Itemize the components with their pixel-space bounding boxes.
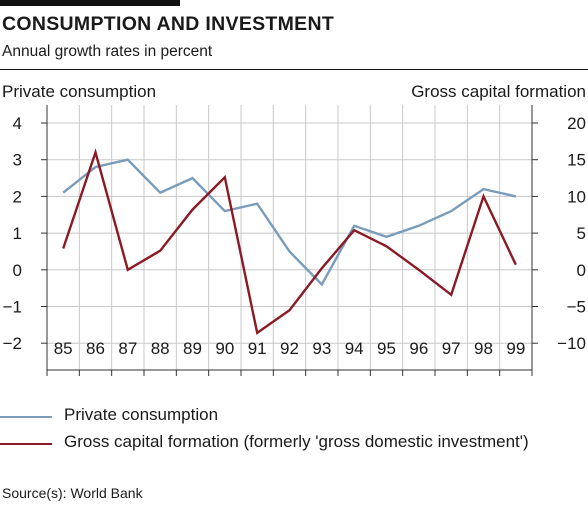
right-tick-label: 5 xyxy=(577,224,586,243)
chart-subtitle: Annual growth rates in percent xyxy=(2,43,213,60)
left-axis-label: Private consumption xyxy=(2,82,157,101)
legend-swatch-private-consumption xyxy=(0,416,52,418)
header-accent-bar xyxy=(0,0,180,6)
x-tick-label: 97 xyxy=(442,339,461,358)
x-tick-label: 86 xyxy=(86,339,105,358)
x-tick-label: 99 xyxy=(506,339,525,358)
right-tick-label: 10 xyxy=(567,187,586,206)
source-note: Source(s): World Bank xyxy=(2,485,143,501)
x-tick-label: 89 xyxy=(183,339,202,358)
x-tick-label: 88 xyxy=(151,339,170,358)
grid-lines xyxy=(47,105,532,370)
chart-title: CONSUMPTION AND INVESTMENT xyxy=(2,13,335,35)
right-tick-labels: 20 15 10 5 0 −5 −10 xyxy=(557,114,586,353)
x-tick-label: 90 xyxy=(215,339,234,358)
x-tick-label: 92 xyxy=(280,339,299,358)
left-tick-labels: 4 3 2 1 0 −1 −2 xyxy=(3,114,22,353)
x-tick-label: 93 xyxy=(312,339,331,358)
series-line-private-consumption xyxy=(62,158,517,287)
right-axis-label: Gross capital formation xyxy=(411,82,586,101)
legend-label-private-consumption: Private consumption xyxy=(64,405,219,424)
x-tick-label: 85 xyxy=(54,339,73,358)
left-tick-label: −2 xyxy=(3,334,22,353)
right-tick-label: −10 xyxy=(557,334,586,353)
legend-item-gross-capital-formation: Gross capital formation (formerly 'gross… xyxy=(0,432,534,452)
x-tick-labels: 85 86 87 88 89 90 91 92 93 94 95 96 97 98 99 xyxy=(54,339,526,358)
right-tick-label: −5 xyxy=(567,298,586,317)
right-tick-label: 15 xyxy=(567,151,586,170)
legend-swatch-gross-capital-formation xyxy=(0,443,52,445)
x-tick-label: 96 xyxy=(409,339,428,358)
left-tick-label: 0 xyxy=(13,261,22,280)
legend-label-gross-capital-formation: Gross capital formation (formerly 'gross… xyxy=(64,432,529,451)
left-tick-label: 1 xyxy=(13,224,22,243)
right-tick-label: 20 xyxy=(567,114,586,133)
right-tick-label: 0 xyxy=(577,261,586,280)
left-tick-label: 4 xyxy=(13,114,22,133)
x-tick-label: 87 xyxy=(118,339,137,358)
left-tick-label: 3 xyxy=(13,151,22,170)
x-tick-label: 94 xyxy=(345,339,364,358)
x-tick-label: 98 xyxy=(474,339,493,358)
series-lines xyxy=(62,148,517,335)
left-tick-label: 2 xyxy=(13,187,22,206)
x-tick-label: 91 xyxy=(248,339,267,358)
left-tick-label: −1 xyxy=(3,298,22,317)
header-divider xyxy=(0,69,588,70)
series-line-gross-capital-formation xyxy=(62,148,517,335)
axes xyxy=(41,105,538,376)
legend-item-private-consumption: Private consumption xyxy=(0,405,534,425)
x-tick-label: 95 xyxy=(377,339,396,358)
